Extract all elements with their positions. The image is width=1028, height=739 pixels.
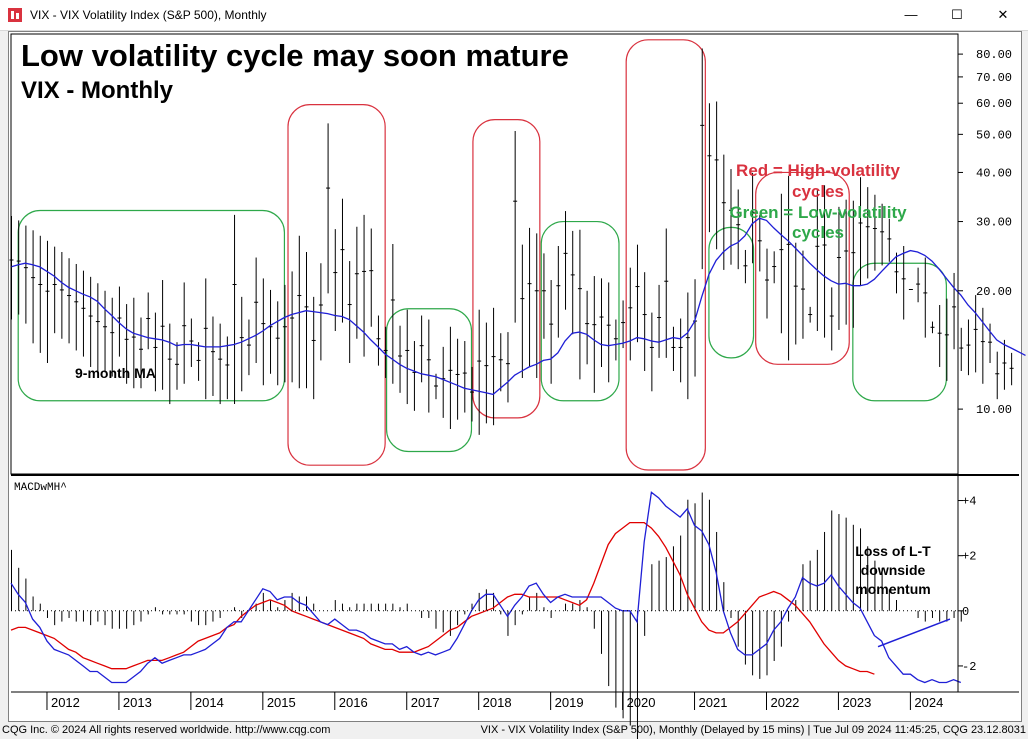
chart-title: Low volatility cycle may soon mature [21,38,569,73]
maximize-button[interactable]: ☐ [951,7,963,22]
legend-green-line1: Green = Low-volatility [729,203,907,222]
momentum-trendline [877,618,951,648]
year-tick-label: 2017 [411,695,440,710]
momentum-note-line1: Loss of L-T [855,543,931,559]
price-tick-label: 80.00 [976,48,1012,62]
high-volatility-cycle-box [472,119,541,419]
year-tick-label: 2018 [483,695,512,710]
copyright-text: CQG Inc. © 2024 All rights reserved worl… [2,724,331,736]
macd-tick-label: 0 [962,605,969,619]
year-tick-label: 2015 [267,695,296,710]
legend-green-line2: cycles [792,223,844,242]
year-tick-label: 2013 [123,695,152,710]
macd-tick-label: -2 [962,660,976,674]
status-footer: CQG Inc. © 2024 All rights reserved worl… [0,722,1028,739]
price-panel [9,48,1026,435]
year-tick-label: 2020 [627,695,656,710]
price-tick-label: 10.00 [976,403,1012,417]
macd-tick-label: +4 [962,495,976,509]
momentum-note-line3: momentum [855,581,930,597]
app-icon [8,8,22,22]
macd-indicator-label: MACDwMH^ [14,482,67,494]
price-tick-label: 30.00 [976,216,1012,230]
legend-red-line2: cycles [792,182,844,201]
price-tick-label: 70.00 [976,71,1012,85]
year-tick-label: 2014 [195,695,224,710]
window-title: VIX - VIX Volatility Index (S&P 500), Mo… [30,8,267,22]
minimize-button[interactable]: — [904,7,918,22]
year-tick-label: 2019 [555,695,584,710]
chart-status-text: VIX - VIX Volatility Index (S&P 500), Mo… [480,724,1026,736]
axes: 10.00 20.00 30.00 40.00 50.00 60.00 70.00 80.00… [10,33,1019,710]
low-volatility-cycle-box [540,220,620,402]
year-tick-label: 2016 [339,695,368,710]
price-tick-label: 40.00 [976,166,1012,180]
momentum-note-line2: downside [861,562,926,578]
price-tick-label: 50.00 [976,128,1012,142]
year-tick-label: 2024 [914,695,943,710]
legend-red-line1: Red = High-volatility [736,161,900,180]
year-tick-label: 2021 [699,695,728,710]
ma-line [10,217,1026,396]
year-tick-label: 2012 [51,695,80,710]
close-button[interactable]: ✕ [997,7,1009,22]
high-volatility-cycle-box [287,104,386,466]
cycle-boxes [17,39,947,471]
year-tick-label: 2023 [842,695,871,710]
high-volatility-cycle-box [755,171,850,365]
high-volatility-cycle-box [625,39,706,471]
chart-subtitle: VIX - Monthly [21,77,174,104]
signal-line [10,521,875,675]
window-titlebar: VIX - VIX Volatility Index (S&P 500), Mo… [0,0,1028,31]
macd-line [10,491,962,684]
macd-panel [10,491,962,739]
ma-label: 9-month MA [75,365,156,381]
price-tick-label: 20.00 [976,285,1012,299]
macd-tick-label: +2 [962,550,976,564]
price-tick-label: 60.00 [976,97,1012,111]
year-tick-label: 2022 [770,695,799,710]
